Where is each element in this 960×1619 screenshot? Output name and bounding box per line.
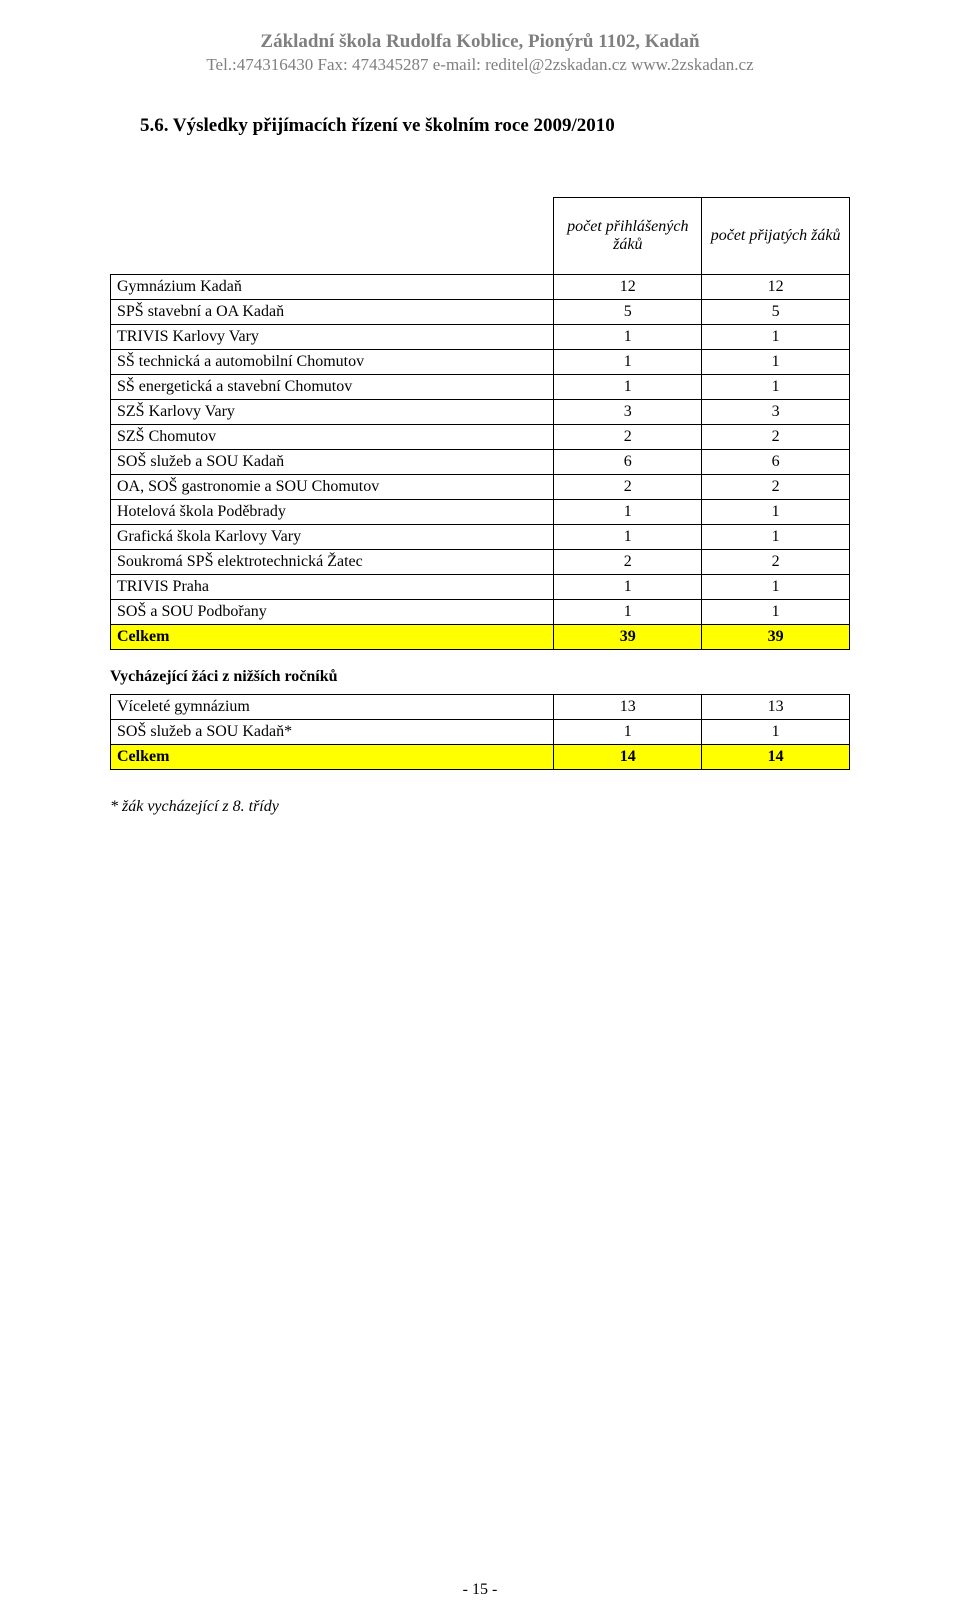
table-row: Grafická škola Karlovy Vary11 — [111, 525, 850, 550]
row-applied: 1 — [554, 575, 702, 600]
row-accepted: 2 — [702, 550, 850, 575]
row-accepted: 3 — [702, 400, 850, 425]
total-row: Celkem1414 — [111, 745, 850, 770]
row-accepted: 12 — [702, 275, 850, 300]
row-label: Gymnázium Kadaň — [111, 275, 554, 300]
table-row: SOŠ a SOU Podbořany11 — [111, 600, 850, 625]
table-row: Víceleté gymnázium1313 — [111, 695, 850, 720]
total-applied: 39 — [554, 625, 702, 650]
row-applied: 13 — [554, 695, 702, 720]
row-applied: 3 — [554, 400, 702, 425]
row-applied: 2 — [554, 425, 702, 450]
table-row: TRIVIS Karlovy Vary11 — [111, 325, 850, 350]
total-label: Celkem — [111, 745, 554, 770]
row-label: TRIVIS Karlovy Vary — [111, 325, 554, 350]
row-applied: 1 — [554, 375, 702, 400]
row-accepted: 1 — [702, 525, 850, 550]
row-accepted: 1 — [702, 575, 850, 600]
table-row: Gymnázium Kadaň1212 — [111, 275, 850, 300]
table-row: TRIVIS Praha11 — [111, 575, 850, 600]
table-row: SPŠ stavební a OA Kadaň55 — [111, 300, 850, 325]
row-accepted: 5 — [702, 300, 850, 325]
table-row: Hotelová škola Poděbrady11 — [111, 500, 850, 525]
row-applied: 6 — [554, 450, 702, 475]
row-accepted: 2 — [702, 475, 850, 500]
row-accepted: 1 — [702, 350, 850, 375]
row-label: SOŠ služeb a SOU Kadaň — [111, 450, 554, 475]
row-label: Hotelová škola Poděbrady — [111, 500, 554, 525]
table-row: SZŠ Chomutov22 — [111, 425, 850, 450]
row-applied: 1 — [554, 325, 702, 350]
row-accepted: 2 — [702, 425, 850, 450]
header-line1: Základní škola Rudolfa Koblice, Pionýrů … — [110, 30, 850, 54]
row-accepted: 1 — [702, 375, 850, 400]
row-accepted: 1 — [702, 600, 850, 625]
row-label: SPŠ stavební a OA Kadaň — [111, 300, 554, 325]
row-label: Grafická škola Karlovy Vary — [111, 525, 554, 550]
row-label: SOŠ služeb a SOU Kadaň* — [111, 720, 554, 745]
total-row: Celkem3939 — [111, 625, 850, 650]
table-row: SOŠ služeb a SOU Kadaň66 — [111, 450, 850, 475]
row-applied: 1 — [554, 500, 702, 525]
results-table-main: počet přihlášených žáků počet přijatých … — [110, 197, 850, 650]
header-line2: Tel.:474316430 Fax: 474345287 e-mail: re… — [110, 54, 850, 75]
table-row: SOŠ služeb a SOU Kadaň*11 — [111, 720, 850, 745]
row-label: SOŠ a SOU Podbořany — [111, 600, 554, 625]
total-accepted: 14 — [702, 745, 850, 770]
row-accepted: 1 — [702, 500, 850, 525]
row-applied: 5 — [554, 300, 702, 325]
row-applied: 1 — [554, 600, 702, 625]
row-applied: 1 — [554, 350, 702, 375]
footnote: * žák vycházející z 8. třídy — [110, 798, 850, 816]
row-label: SŠ energetická a stavební Chomutov — [111, 375, 554, 400]
total-applied: 14 — [554, 745, 702, 770]
page-number: - 15 - — [0, 1581, 960, 1599]
table-row: Soukromá SPŠ elektrotechnická Žatec22 — [111, 550, 850, 575]
header-applied: počet přihlášených žáků — [554, 198, 702, 275]
row-applied: 1 — [554, 720, 702, 745]
results-table-lower: Víceleté gymnázium1313SOŠ služeb a SOU K… — [110, 694, 850, 770]
page-header: Základní škola Rudolfa Koblice, Pionýrů … — [110, 30, 850, 75]
row-accepted: 13 — [702, 695, 850, 720]
row-label: TRIVIS Praha — [111, 575, 554, 600]
table-row: SZŠ Karlovy Vary33 — [111, 400, 850, 425]
row-applied: 2 — [554, 550, 702, 575]
row-applied: 1 — [554, 525, 702, 550]
header-blank — [111, 198, 554, 275]
total-accepted: 39 — [702, 625, 850, 650]
row-applied: 2 — [554, 475, 702, 500]
row-label: OA, SOŠ gastronomie a SOU Chomutov — [111, 475, 554, 500]
row-label: Soukromá SPŠ elektrotechnická Žatec — [111, 550, 554, 575]
row-accepted: 6 — [702, 450, 850, 475]
table-row: SŠ energetická a stavební Chomutov11 — [111, 375, 850, 400]
header-accepted: počet přijatých žáků — [702, 198, 850, 275]
row-label: Víceleté gymnázium — [111, 695, 554, 720]
row-applied: 12 — [554, 275, 702, 300]
table-header-row: počet přihlášených žáků počet přijatých … — [111, 198, 850, 275]
row-label: SZŠ Karlovy Vary — [111, 400, 554, 425]
section-heading: 5.6. Výsledky přijímacích řízení ve škol… — [140, 115, 850, 137]
table-row: SŠ technická a automobilní Chomutov11 — [111, 350, 850, 375]
total-label: Celkem — [111, 625, 554, 650]
table-row: OA, SOŠ gastronomie a SOU Chomutov22 — [111, 475, 850, 500]
row-accepted: 1 — [702, 325, 850, 350]
row-accepted: 1 — [702, 720, 850, 745]
row-label: SZŠ Chomutov — [111, 425, 554, 450]
page: Základní škola Rudolfa Koblice, Pionýrů … — [0, 0, 960, 1619]
row-label: SŠ technická a automobilní Chomutov — [111, 350, 554, 375]
subheading-lower-grades: Vycházející žáci z nižších ročníků — [110, 668, 850, 686]
